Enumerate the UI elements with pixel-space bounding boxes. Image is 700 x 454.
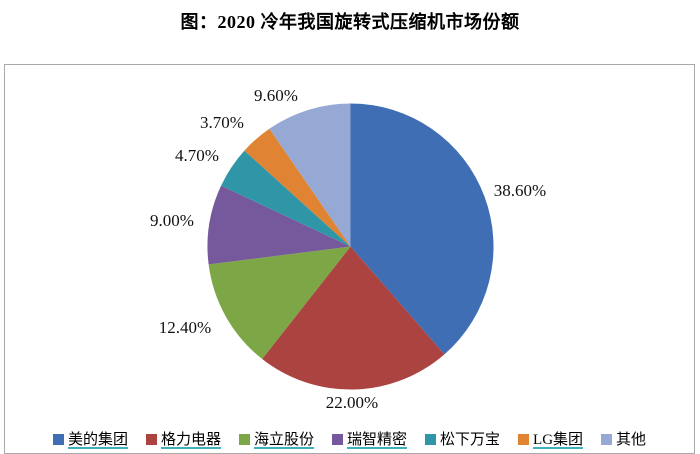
legend-label: 海立股份	[253, 431, 314, 448]
legend: 美的集团 格力电器 海立股份 瑞智精密 松下万宝 LG集团 其他	[5, 432, 694, 449]
legend-swatch-icon	[238, 434, 250, 446]
legend-swatch-icon	[52, 434, 64, 446]
legend-item-3: 瑞智精密	[332, 432, 407, 449]
pie-slice-3	[207, 185, 351, 265]
pie-label-0: 38.60%	[493, 181, 547, 200]
pie-slice-6	[269, 103, 351, 247]
legend-swatch-icon	[332, 434, 343, 446]
pie-label-1: 22.00%	[325, 393, 379, 412]
legend-label: LG集团	[533, 431, 584, 448]
pie-slice-0	[350, 103, 494, 355]
legend-swatch-icon	[425, 434, 437, 446]
pie-slice-5	[244, 128, 351, 247]
chart-title: 图：2020 冷年我国旋转式压缩机市场份额	[180, 12, 520, 32]
pie-label-6: 9.60%	[254, 86, 298, 105]
legend-label: 其他	[616, 431, 647, 448]
pie-slice-4	[221, 150, 351, 247]
pie-label-5: 3.70%	[200, 113, 244, 132]
legend-label: 瑞智精密	[347, 431, 408, 448]
pie-slice-2	[208, 246, 351, 359]
pie-label-3: 9.00%	[150, 211, 194, 230]
pie-slice-1	[262, 246, 445, 390]
legend-item-1: 格力电器	[145, 431, 221, 449]
legend-swatch-icon	[518, 434, 530, 446]
legend-item-4: 松下万宝	[425, 432, 500, 449]
legend-item-6: 其他	[601, 432, 646, 449]
legend-label: 松下万宝	[440, 431, 501, 448]
pie-label-4: 4.70%	[175, 146, 219, 165]
legend-swatch-icon	[145, 434, 157, 446]
legend-swatch-icon	[601, 434, 613, 446]
legend-item-0: 美的集团	[52, 431, 128, 449]
legend-item-2: 海立股份	[238, 431, 314, 449]
pie-label-2: 12.40%	[158, 318, 212, 337]
legend-item-5: LG集团	[518, 432, 583, 449]
pie-chart	[207, 103, 494, 390]
legend-label: 格力电器	[160, 431, 221, 448]
chart-frame: 38.60% 22.00% 12.40% 9.00% 4.70% 3.70% 9…	[4, 64, 695, 454]
legend-label: 美的集团	[67, 431, 128, 448]
